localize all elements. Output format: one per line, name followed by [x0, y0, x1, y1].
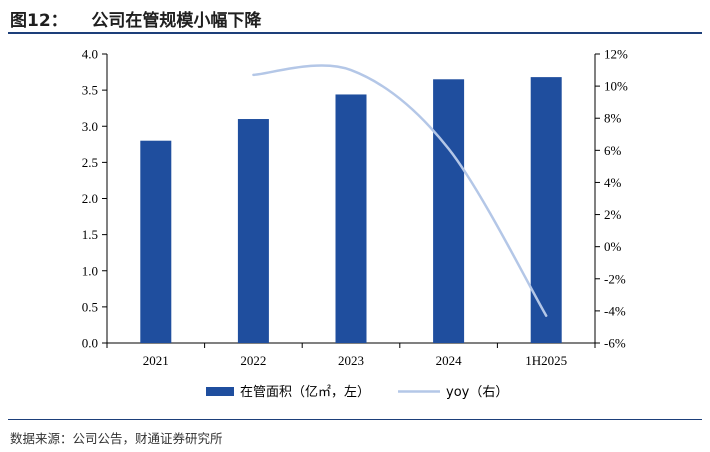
title-rule	[8, 32, 702, 34]
right-y-tick-label: 12%	[604, 47, 628, 62]
legend-bar-swatch	[206, 387, 234, 396]
x-tick-label: 2023	[338, 353, 364, 368]
source-note: 数据来源：公司公告，财通证券研究所	[10, 431, 223, 446]
legend-line-label: yoy（右）	[446, 385, 508, 400]
footer-rule	[8, 419, 702, 420]
x-tick-labels: 2021 2022 2023 2024 1H2025	[143, 353, 567, 368]
right-y-tick-label: -2%	[604, 271, 626, 286]
x-tick-label: 2022	[240, 353, 266, 368]
left-y-tick-label: 3.0	[82, 119, 98, 134]
right-y-tick-label: 8%	[604, 111, 622, 126]
x-tick-label: 2021	[143, 353, 169, 368]
bar	[530, 77, 562, 344]
yoy-line	[252, 64, 548, 317]
right-y-tick-label: -4%	[604, 303, 626, 318]
x-tick-label: 1H2025	[525, 353, 567, 368]
left-y-tick-label: 1.0	[82, 263, 98, 278]
bar	[140, 140, 172, 343]
left-y-tick-label: 4.0	[82, 47, 98, 62]
bar-line-chart: 2021 2022 2023 2024 1H2025 0.0 0.5 1.0 1.5 2.0 2.…	[82, 47, 628, 401]
left-y-tick-label: 0.5	[82, 299, 98, 314]
right-y-tick-label: -6%	[604, 336, 626, 351]
bar	[237, 119, 269, 344]
bar	[335, 94, 367, 344]
legend-bar-label: 在管面积（亿㎡，左）	[240, 385, 370, 400]
bar-series	[140, 77, 562, 344]
bar	[433, 79, 465, 343]
left-y-tick-label: 3.5	[82, 83, 98, 98]
right-y-tick-label: 4%	[604, 175, 622, 190]
left-y-tick-label: 2.5	[82, 155, 98, 170]
figure-title: 图12： 公司在管规模小幅下降	[10, 11, 262, 31]
left-y-tick-label: 1.5	[82, 227, 98, 242]
right-y-tick-label: 2%	[604, 207, 622, 222]
right-y-tick-label: 6%	[604, 143, 622, 158]
x-tick-label: 2024	[436, 353, 463, 368]
right-y-tick-labels: -6% -4% -2% 0% 2% 4% 6% 8% 10% 12%	[604, 47, 628, 351]
right-y-tick-label: 0%	[604, 239, 622, 254]
left-y-tick-label: 2.0	[82, 191, 98, 206]
yoy-line-series	[252, 64, 548, 317]
chart-legend: 在管面积（亿㎡，左） yoy（右）	[206, 385, 508, 400]
left-y-tick-labels: 0.0 0.5 1.0 1.5 2.0 2.5 3.0 3.5 4.0	[82, 47, 98, 351]
left-y-tick-label: 0.0	[82, 336, 98, 351]
right-y-tick-label: 10%	[604, 79, 628, 94]
